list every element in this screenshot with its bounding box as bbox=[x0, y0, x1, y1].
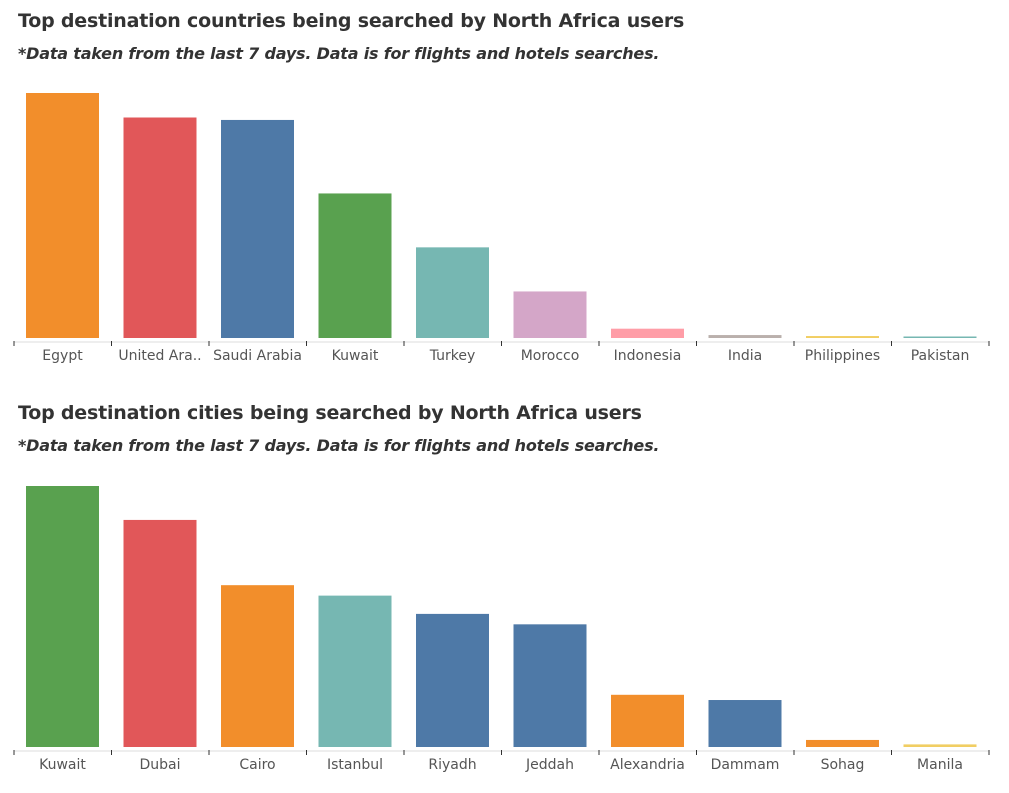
bar-philippines[interactable] bbox=[806, 336, 879, 338]
bar-jeddah[interactable] bbox=[513, 624, 587, 747]
x-tick-label: Manila bbox=[917, 757, 963, 773]
x-tick-label: United Ara.. bbox=[118, 348, 201, 364]
x-tick-label: Pakistan bbox=[911, 348, 970, 364]
x-tick-label: Turkey bbox=[429, 348, 476, 364]
bar-sohag[interactable] bbox=[806, 739, 879, 747]
x-tick-label: Sohag bbox=[821, 757, 865, 773]
chart-subtitle: *Data taken from the last 7 days. Data i… bbox=[18, 436, 660, 455]
bar-dammam[interactable] bbox=[708, 700, 782, 747]
x-tick-label: Morocco bbox=[521, 348, 580, 364]
bar-cairo[interactable] bbox=[221, 585, 294, 747]
bar-manila[interactable] bbox=[903, 744, 977, 747]
bar-kuwait[interactable] bbox=[26, 486, 99, 747]
x-tick-label: Egypt bbox=[42, 348, 83, 364]
chart-subtitle: *Data taken from the last 7 days. Data i… bbox=[18, 44, 660, 63]
bar-istanbul[interactable] bbox=[318, 595, 392, 747]
x-tick-label: Kuwait bbox=[332, 348, 379, 364]
x-tick-label: Alexandria bbox=[610, 757, 685, 773]
bar-turkey[interactable] bbox=[416, 247, 489, 338]
bar-egypt[interactable] bbox=[26, 93, 99, 338]
x-tick-label: Philippines bbox=[805, 348, 880, 364]
x-tick-label: Dammam bbox=[711, 757, 780, 773]
bar-pakistan[interactable] bbox=[903, 336, 977, 339]
bar-united-ara[interactable] bbox=[123, 117, 197, 339]
bar-indonesia[interactable] bbox=[611, 328, 684, 338]
bar-alexandria[interactable] bbox=[611, 694, 684, 747]
x-tick-label: Saudi Arabia bbox=[213, 348, 302, 364]
chart-title: Top destination cities being searched by… bbox=[18, 402, 642, 424]
chart-title: Top destination countries being searched… bbox=[18, 10, 685, 32]
bar-india[interactable] bbox=[708, 335, 782, 338]
x-tick-label: Istanbul bbox=[327, 757, 383, 773]
x-tick-label: Kuwait bbox=[39, 757, 86, 773]
x-tick-label: Cairo bbox=[239, 757, 275, 773]
x-tick-label: Jeddah bbox=[525, 757, 574, 773]
x-tick-label: India bbox=[728, 348, 762, 364]
bar-dubai[interactable] bbox=[123, 519, 197, 747]
x-tick-label: Dubai bbox=[139, 757, 180, 773]
x-tick-label: Riyadh bbox=[428, 757, 476, 773]
bar-riyadh[interactable] bbox=[416, 613, 489, 747]
bar-morocco[interactable] bbox=[513, 291, 587, 338]
bar-saudi-arabia[interactable] bbox=[221, 119, 294, 338]
x-tick-label: Indonesia bbox=[614, 348, 682, 364]
bar-kuwait[interactable] bbox=[318, 193, 392, 338]
countries-bar-chart: Egypt United Ara.. Saudi Arabia Kuwait Turke… bbox=[13, 93, 990, 364]
